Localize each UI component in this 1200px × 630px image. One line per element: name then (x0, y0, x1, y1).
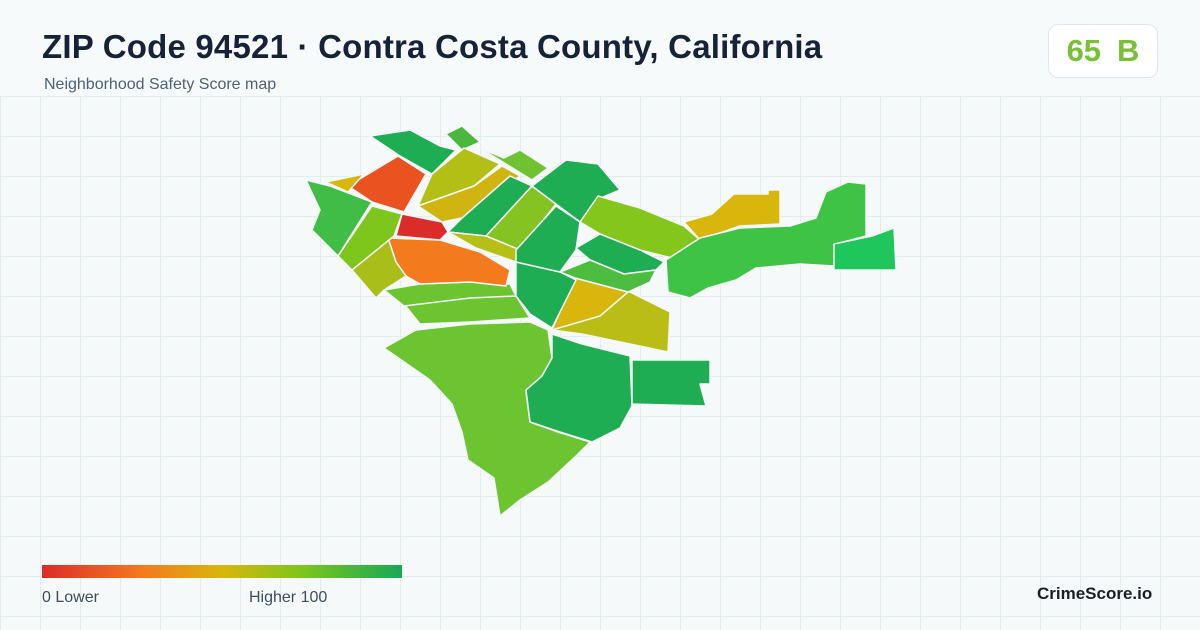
brand-logo-text[interactable]: CrimeScore.io (1037, 584, 1153, 603)
legend-gradient-bar (42, 565, 402, 578)
map-region[interactable] (559, 259, 657, 293)
map-region[interactable] (525, 333, 633, 443)
safety-score-badge: 65 B (1048, 24, 1158, 78)
map-region[interactable] (347, 155, 427, 213)
map-region[interactable] (325, 173, 365, 193)
legend-max-label: Higher 100 (249, 589, 328, 606)
map-region[interactable] (445, 125, 481, 151)
header-band (0, 0, 1200, 96)
map-region[interactable] (515, 205, 581, 273)
score-grade: B (1117, 33, 1140, 68)
map-region[interactable] (417, 165, 521, 223)
page-title: ZIP Code 94521 · Contra Costa County, Ca… (42, 28, 823, 65)
map-region[interactable] (531, 159, 621, 223)
map-region[interactable] (369, 129, 457, 175)
map-region[interactable] (305, 179, 373, 257)
map-region[interactable] (395, 213, 449, 241)
map-region[interactable] (479, 147, 549, 181)
map-region[interactable] (833, 227, 897, 271)
legend-min-label: 0 Lower (42, 589, 99, 606)
map-region[interactable] (417, 147, 501, 207)
score-value: 65 (1066, 33, 1102, 68)
page-subtitle: Neighborhood Safety Score map (44, 76, 277, 93)
map-region[interactable] (337, 205, 403, 271)
map-region[interactable] (631, 359, 711, 407)
